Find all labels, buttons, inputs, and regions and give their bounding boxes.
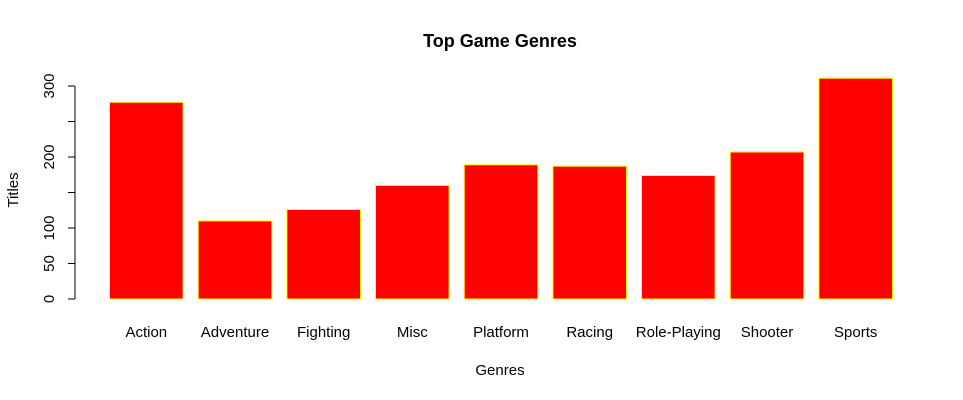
bars-group [109, 77, 894, 300]
bar-shooter [729, 151, 805, 300]
chart-title: Top Game Genres [423, 31, 577, 51]
bar-adventure [197, 220, 273, 300]
x-tick-labels: Action Adventure Fighting Misc Platform Racin… [125, 324, 877, 341]
x-axis-label: Genres [475, 362, 524, 379]
bar-racing [552, 165, 628, 300]
y-axis: 0 50 100 200 300 [41, 73, 76, 303]
bar-action [109, 101, 184, 300]
x-tick-label: Role-Playing [636, 324, 721, 341]
y-axis-label: Titles [5, 172, 22, 207]
x-tick-label: Misc [397, 324, 428, 341]
bar-fighting [286, 209, 361, 300]
bar-misc [375, 184, 450, 300]
bar-platform [463, 164, 539, 300]
x-tick-label: Shooter [741, 324, 794, 341]
x-tick-label: Racing [566, 324, 613, 341]
y-tick-label: 0 [41, 295, 58, 303]
x-tick-label: Adventure [201, 324, 269, 341]
y-tick-label: 300 [41, 73, 58, 98]
bar-sports [818, 77, 894, 300]
x-tick-label: Platform [473, 324, 529, 341]
x-tick-label: Sports [834, 324, 877, 341]
y-tick-label: 200 [41, 144, 58, 169]
x-tick-label: Fighting [297, 324, 350, 341]
y-tick-label: 50 [41, 255, 58, 272]
bar-role-playing [641, 175, 716, 300]
x-tick-label: Action [125, 324, 167, 341]
y-tick-label: 100 [41, 215, 58, 240]
